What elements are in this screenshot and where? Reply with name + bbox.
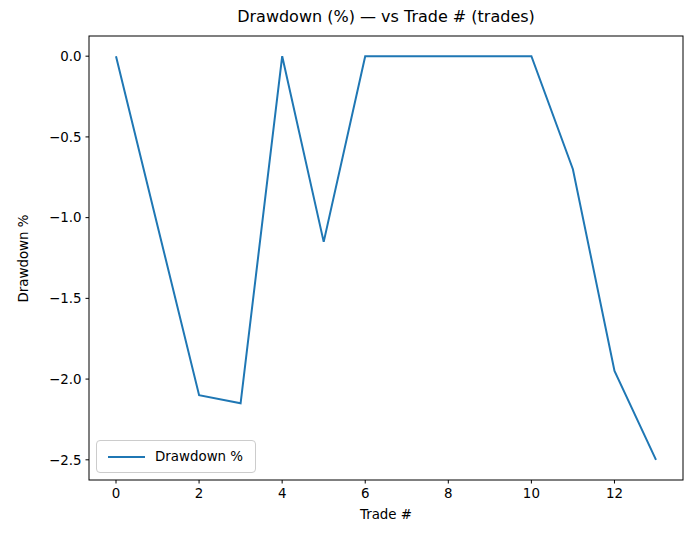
legend: Drawdown % [96, 440, 256, 473]
y-tick-label: −1.0 [49, 210, 82, 225]
x-tick-label: 8 [444, 486, 453, 501]
figure: 0 2 4 6 8 10 12 0.0 −0.5 −1.0 −1.5 −2.0 −2.5 Drawdow… [0, 0, 695, 546]
y-tick-label: 0.0 [60, 49, 81, 64]
y-axis-label: Drawdown % [16, 149, 33, 369]
y-tick-label: −0.5 [49, 130, 82, 145]
drawdown-line [116, 56, 656, 460]
x-tick-label: 6 [361, 486, 370, 501]
legend-label: Drawdown % [155, 449, 243, 464]
x-tick-label: 4 [278, 486, 287, 501]
x-axis-label: Trade # [89, 507, 683, 522]
x-tick-label: 10 [523, 486, 540, 501]
y-tick-label: −2.0 [49, 372, 82, 387]
y-tick-label: −1.5 [49, 291, 82, 306]
x-tick-label: 0 [112, 486, 121, 501]
chart-title: Drawdown (%) — vs Trade # (trades) [89, 7, 683, 26]
x-tick-label: 2 [195, 486, 204, 501]
x-tick-label: 12 [606, 486, 623, 501]
axes-frame [89, 36, 683, 480]
legend-line-sample-icon [108, 456, 145, 458]
y-tick-label: −2.5 [49, 453, 82, 468]
